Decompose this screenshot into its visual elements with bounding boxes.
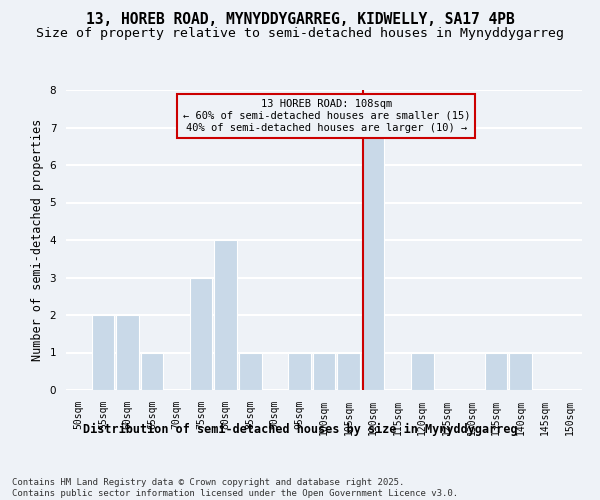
Y-axis label: Number of semi-detached properties: Number of semi-detached properties <box>31 119 44 361</box>
Bar <box>214 240 237 390</box>
Bar <box>92 315 114 390</box>
Bar <box>288 352 311 390</box>
Text: 13, HOREB ROAD, MYNYDDYGARREG, KIDWELLY, SA17 4PB: 13, HOREB ROAD, MYNYDDYGARREG, KIDWELLY,… <box>86 12 514 28</box>
Bar <box>485 352 508 390</box>
Bar <box>190 278 212 390</box>
Bar <box>362 128 385 390</box>
Text: 13 HOREB ROAD: 108sqm
← 60% of semi-detached houses are smaller (15)
40% of semi: 13 HOREB ROAD: 108sqm ← 60% of semi-deta… <box>183 100 470 132</box>
Bar <box>116 315 139 390</box>
Text: Contains HM Land Registry data © Crown copyright and database right 2025.
Contai: Contains HM Land Registry data © Crown c… <box>12 478 458 498</box>
Bar <box>140 352 163 390</box>
Bar <box>411 352 434 390</box>
Text: Size of property relative to semi-detached houses in Mynyddygarreg: Size of property relative to semi-detach… <box>36 28 564 40</box>
Text: Distribution of semi-detached houses by size in Mynyddygarreg: Distribution of semi-detached houses by … <box>83 422 517 436</box>
Bar <box>509 352 532 390</box>
Bar <box>313 352 335 390</box>
Bar <box>337 352 360 390</box>
Bar <box>239 352 262 390</box>
